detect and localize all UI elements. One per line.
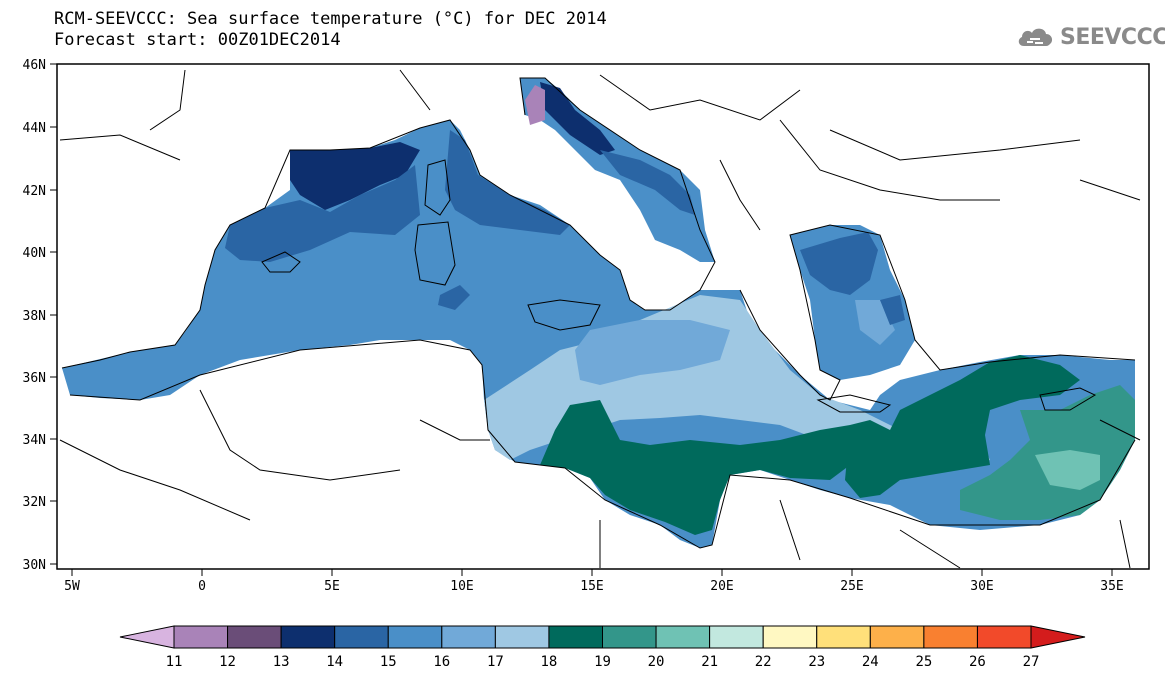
region-marmara [880, 295, 905, 325]
lon-tick-25e: 25E [840, 579, 863, 594]
colorbar-label: 12 [219, 654, 236, 670]
colorbar-label: 27 [1023, 654, 1040, 670]
colorbar-box [494, 625, 550, 649]
corsica [424, 159, 451, 216]
region-levant-19 [845, 355, 1080, 498]
colorbar-label: 24 [862, 654, 879, 670]
colorbar-box [548, 625, 603, 649]
colorbar-over-triangle [1030, 625, 1086, 649]
colorbar-box [709, 625, 764, 649]
coast-europe [61, 77, 716, 369]
lon-tick-0: 0 [198, 579, 206, 594]
lat-tick-38: 38N [23, 309, 46, 324]
lat-tick-34: 34N [23, 433, 46, 448]
lon-tick-20e: 20E [710, 579, 733, 594]
colorbar-box [762, 625, 818, 649]
lon-tick-30e: 30E [970, 579, 993, 594]
coast-balkans [739, 224, 1136, 401]
sicily [527, 299, 601, 331]
colorbar-box [923, 625, 978, 649]
map-frame [56, 63, 1150, 570]
cloud-icon [1018, 28, 1053, 46]
lat-tick-30: 30N [23, 558, 46, 573]
lon-tick-35e: 35E [1100, 579, 1123, 594]
colorbar-label: 21 [701, 654, 718, 670]
colorbar-box [976, 625, 1032, 649]
lat-tick-36: 36N [23, 371, 46, 386]
colorbar-under-triangle [119, 625, 175, 649]
colorbar-label: 25 [915, 654, 932, 670]
lat-tick-32: 32N [23, 495, 46, 510]
lon-tick-10e: 10E [450, 579, 473, 594]
colorbar-label: 17 [487, 654, 504, 670]
colorbar-label: 11 [166, 654, 183, 670]
colorbar-box [334, 625, 389, 649]
region-aegean-15 [800, 232, 878, 295]
colorbar-box [441, 625, 496, 649]
region-adriatic-15 [600, 150, 695, 215]
sardinia [414, 221, 456, 286]
colorbar-label: 16 [433, 654, 450, 670]
region-libya-19 [540, 400, 855, 535]
colorbar-box [655, 625, 711, 649]
crete [816, 394, 892, 413]
cyprus [1039, 387, 1097, 411]
logo-text: SEEVCCC [1060, 24, 1165, 50]
colorbar-label: 20 [648, 654, 665, 670]
colorbar-box [227, 625, 282, 649]
colorbar-label: 13 [273, 654, 290, 670]
border-1 [59, 69, 1141, 569]
region-tyrr-15b [438, 285, 470, 310]
map-title: RCM-SEEVCCC: Sea surface temperature (°C… [54, 9, 607, 29]
region-west-15 [225, 165, 420, 262]
lat-tick-42: 42N [23, 184, 46, 199]
coast-africa [69, 339, 1136, 549]
lon-tick-5w: 5W [64, 579, 80, 594]
lat-tick-46: 46N [23, 58, 46, 73]
colorbar: 11 12 13 14 15 16 17 18 19 20 21 22 23 24 25 26 27 [119, 625, 1086, 670]
lat-axis: 46N 44N 42N 40N 38N 36N 34N 32N 30N [23, 58, 57, 573]
lat-tick-40: 40N [23, 246, 46, 261]
region-central-17 [575, 320, 730, 385]
colorbar-box [602, 625, 657, 649]
colorbar-box [387, 625, 443, 649]
lat-tick-44: 44N [23, 121, 46, 136]
colorbar-box [280, 625, 336, 649]
region-levant-20 [960, 385, 1135, 520]
colorbar-label: 19 [594, 654, 611, 670]
forecast-start: Forecast start: 00Z01DEC2014 [54, 30, 341, 50]
colorbar-label: 22 [755, 654, 772, 670]
region-adriatic-12 [525, 85, 545, 125]
colorbar-box [173, 625, 229, 649]
sea-fill [62, 78, 1135, 548]
colorbar-label: 23 [808, 654, 825, 670]
lon-tick-15e: 15E [580, 579, 603, 594]
lon-axis: 5W 0 5E 10E 15E 20E 25E 30E 35E [64, 569, 1124, 594]
colorbar-label: 15 [380, 654, 397, 670]
region-lion-14 [290, 142, 420, 210]
colorbar-label: 26 [969, 654, 986, 670]
seevccc-logo: SEEVCCC [1016, 24, 1165, 50]
colorbar-label: 14 [326, 654, 343, 670]
coastlines [59, 69, 1141, 569]
colorbar-label: 18 [541, 654, 558, 670]
region-levant-21 [1035, 450, 1100, 490]
region-adriatic-14 [540, 82, 615, 155]
region-tyrr-15 [445, 130, 570, 235]
colorbar-box [869, 625, 925, 649]
lon-tick-5e: 5E [324, 579, 340, 594]
colorbar-box [816, 625, 871, 649]
balearics [261, 251, 301, 273]
